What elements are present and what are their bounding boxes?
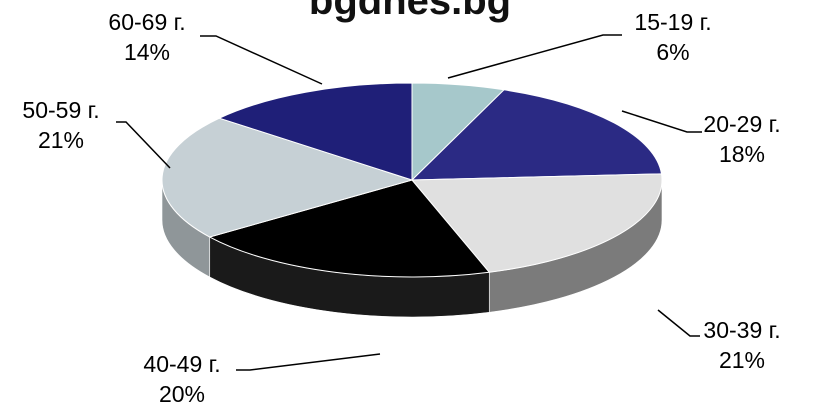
leader-line-30-39 — [657, 309, 700, 337]
leader-line-40-49 — [236, 353, 381, 371]
slice-label-20-29: 20-29 г. — [703, 111, 780, 137]
slice-value-30-39: 21% — [719, 347, 765, 373]
slice-60-69 — [218, 82, 413, 181]
slice-value-40-49: 20% — [159, 381, 205, 407]
chart-title: bgdnes.bg — [309, 0, 511, 23]
slice-label-50-59: 50-59 г. — [22, 97, 99, 123]
pie — [161, 82, 663, 318]
slice-value-50-59: 21% — [38, 127, 84, 153]
slice-label-60-69: 60-69 г. — [108, 9, 185, 35]
slice-value-15-19: 6% — [656, 39, 689, 65]
leader-line-15-19 — [447, 34, 622, 79]
leader-line-20-29 — [621, 110, 702, 133]
data-labels: 15-19 г. 6% 20-29 г. 18% 30-39 г. 21% 40-49 г.… — [22, 9, 780, 407]
slice-value-20-29: 18% — [719, 141, 765, 167]
slice-50-59 — [161, 117, 414, 238]
slice-40-49 — [208, 179, 491, 278]
slice-label-40-49: 40-49 г. — [143, 351, 220, 377]
slice-30-39 — [410, 173, 663, 273]
slice-label-30-39: 30-39 г. — [703, 317, 780, 343]
leader-line-60-69 — [200, 35, 323, 85]
slice-label-15-19: 15-19 г. — [634, 9, 711, 35]
slice-20-29 — [410, 89, 663, 181]
slice-value-60-69: 14% — [124, 39, 170, 65]
leader-line-50-59 — [116, 121, 171, 169]
